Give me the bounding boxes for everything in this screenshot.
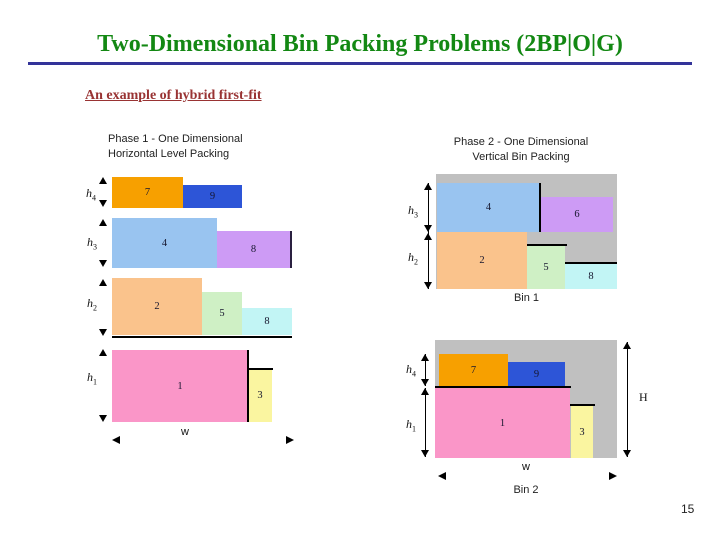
arrow-up-icon (99, 349, 107, 356)
arrow-up-icon (99, 177, 107, 184)
phase2-heading-line2: Vertical Bin Packing (472, 151, 570, 163)
arrow-up-icon (421, 388, 429, 395)
item-rect-5: 5 (202, 292, 242, 335)
arrow-right-icon (286, 436, 294, 444)
item-label-8-violet: 8 (250, 244, 257, 255)
phase1-heading-line2: Horizontal Level Packing (108, 148, 230, 160)
arrow-down-icon (99, 415, 107, 422)
bin2-total-height-line (627, 342, 628, 457)
phase1-heading: Phase 1 - One Dimensional Horizontal Lev… (108, 132, 243, 162)
arrow-down-icon (421, 450, 429, 457)
bin2-item-label-3: 3 (579, 426, 585, 438)
item-label-8-cyan: 8 (264, 316, 270, 327)
phase2-heading-line1: Phase 2 - One Dimensional (453, 136, 589, 148)
item-rect-7: 7 (112, 177, 183, 208)
bin2-item-rect-3: 3 (571, 406, 593, 458)
arrow-left-icon (438, 472, 446, 480)
bin2-caption: Bin 2 (513, 484, 539, 496)
bin1-item-label-2: 2 (479, 255, 485, 266)
bin2-item-label-7: 7 (470, 364, 477, 376)
item-rect-1: 1 (112, 350, 248, 422)
slide-title: Two-Dimensional Bin Packing Problems (2B… (97, 31, 623, 57)
bin1-item-label-5: 5 (543, 262, 549, 273)
item-rect-9: 9 (183, 185, 242, 208)
bin2-item-label-1: 1 (499, 417, 506, 429)
item-label-5: 5 (219, 308, 225, 319)
bin2-item-rect-9: 9 (508, 362, 565, 386)
bin1-item-rect-4: 4 (437, 183, 540, 232)
arrow-down-icon (99, 200, 107, 207)
arrow-down-icon (99, 260, 107, 267)
level2-baseline (112, 336, 292, 338)
item-label-3: 3 (257, 390, 263, 401)
bin1-height-label-top: h3 (408, 203, 418, 220)
bin2-height-label-top: h4 (406, 362, 416, 379)
bin1-caption: Bin 1 (513, 292, 540, 304)
arrow-down-icon (623, 450, 631, 457)
bin1-item4-right-edge-line (539, 183, 541, 232)
item-rect-8-violet: 8 (217, 231, 292, 268)
arrow-right-icon (609, 472, 617, 480)
height-label-h4: h4 (86, 186, 96, 203)
bin2-item-rect-7: 7 (439, 354, 508, 386)
bin1-item-rect-2: 2 (437, 232, 527, 289)
arrow-up-icon (424, 233, 432, 240)
arrow-up-icon (421, 354, 429, 361)
height-label-h1: h1 (87, 370, 97, 387)
arrow-down-icon (424, 225, 432, 232)
bin2-item-label-9: 9 (533, 368, 540, 380)
page-number: 15 (681, 502, 695, 516)
item-label-4: 4 (161, 237, 168, 249)
arrow-down-icon (424, 282, 432, 289)
phase1-width-label: w (181, 426, 189, 438)
item-rect-4: 4 (112, 218, 217, 268)
item3-top-edge-line (247, 368, 273, 370)
bin2-height-label-bottom: h1 (406, 417, 416, 434)
subtitle: An example of hybrid first-fit (85, 88, 262, 103)
item-label-9: 9 (209, 191, 216, 202)
item-rect-8-cyan: 8 (242, 308, 292, 335)
item-rect-3: 3 (248, 369, 272, 422)
bin1-item8-top-edge-line (565, 262, 617, 264)
arrow-up-icon (99, 219, 107, 226)
bin1-item5-top-edge-line (527, 244, 567, 246)
item-rect-2: 2 (112, 278, 202, 335)
phase1-heading-line1: Phase 1 - One Dimensional (108, 133, 243, 145)
item-label-7: 7 (144, 187, 151, 198)
bin-height-label-H: H (639, 390, 648, 404)
arrow-down-icon (99, 329, 107, 336)
bin1-item-label-8: 8 (588, 271, 594, 282)
item-label-1: 1 (177, 380, 183, 392)
bin1-item-label-6: 6 (574, 209, 580, 220)
bin2-dimension-line-top (425, 354, 426, 386)
arrow-down-icon (421, 379, 429, 386)
arrow-up-icon (623, 342, 631, 349)
bin1-item-rect-5: 5 (527, 246, 565, 289)
phase2-heading: Phase 2 - One Dimensional Vertical Bin P… (436, 135, 606, 165)
bin2-dimension-line-bottom (425, 388, 426, 457)
bin2-width-label: w (522, 461, 530, 473)
bin1-item-rect-6: 6 (541, 197, 613, 232)
bin2-level-divider-line (435, 386, 571, 388)
bin2-item-rect-1: 1 (435, 388, 570, 458)
bin2-item3-top-edge-line (570, 404, 595, 406)
bin1-item-label-4: 4 (485, 202, 492, 213)
bin1-height-label-bottom: h2 (408, 250, 418, 267)
item1-right-edge-line (247, 350, 249, 422)
arrow-left-icon (112, 436, 120, 444)
arrow-up-icon (424, 183, 432, 190)
height-label-h2: h2 (87, 296, 97, 313)
arrow-up-icon (99, 279, 107, 286)
item-label-2: 2 (154, 301, 160, 312)
bin1-item-rect-8: 8 (565, 264, 617, 289)
title-divider (28, 62, 692, 65)
height-label-h3: h3 (87, 235, 97, 252)
